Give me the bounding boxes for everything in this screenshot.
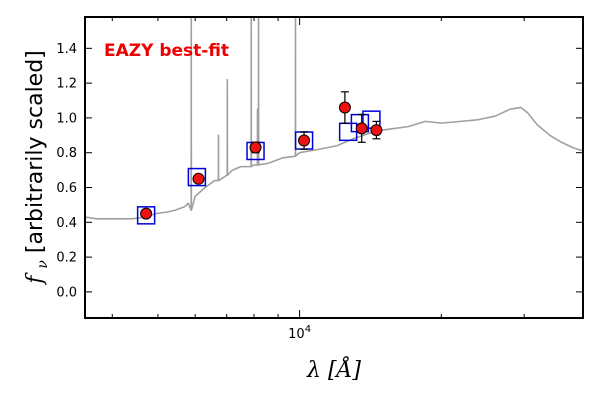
y-tick-label: 1.2 bbox=[56, 77, 77, 92]
y-tick-label: 0.0 bbox=[56, 285, 77, 300]
observed-point bbox=[249, 141, 262, 154]
observed-point bbox=[338, 101, 351, 114]
y-tick-label: 1.0 bbox=[56, 111, 77, 126]
x-axis-title: λ [Å] bbox=[306, 355, 361, 383]
observed-photometry-series bbox=[140, 91, 383, 220]
y-axis-subscript: ν bbox=[35, 260, 51, 269]
observed-point bbox=[370, 124, 383, 137]
observed-point bbox=[355, 122, 368, 135]
y-tick-label: 0.6 bbox=[56, 181, 77, 196]
observed-point bbox=[298, 134, 311, 147]
observed-point bbox=[140, 207, 153, 220]
plot-axes: 0.0 0.2 0.4 0.6 0.8 1.0 1.2 1.4 104 bbox=[56, 17, 583, 342]
model-point bbox=[187, 167, 207, 187]
y-tick-label: 0.4 bbox=[56, 216, 77, 231]
fit-annotation: EAZY best-fit bbox=[104, 41, 229, 61]
model-spectrum bbox=[85, 17, 583, 220]
y-axis-text: [arbitrarily scaled] bbox=[23, 50, 48, 253]
y-tick-label: 0.8 bbox=[56, 146, 77, 161]
x-tick-label: 104 bbox=[288, 324, 311, 342]
x-axis-unit: [Å] bbox=[328, 355, 361, 383]
model-point bbox=[136, 206, 156, 225]
x-axis-variable: λ bbox=[306, 358, 321, 383]
spectrum-line bbox=[85, 17, 583, 220]
plot-frame bbox=[84, 16, 584, 319]
observed-point bbox=[192, 172, 205, 185]
y-tick-label: 1.4 bbox=[56, 42, 77, 57]
y-axis-variable: f bbox=[23, 272, 48, 286]
y-axis-title: f ν [arbitrarily scaled] bbox=[23, 50, 53, 286]
y-tick-label: 0.2 bbox=[56, 251, 77, 266]
